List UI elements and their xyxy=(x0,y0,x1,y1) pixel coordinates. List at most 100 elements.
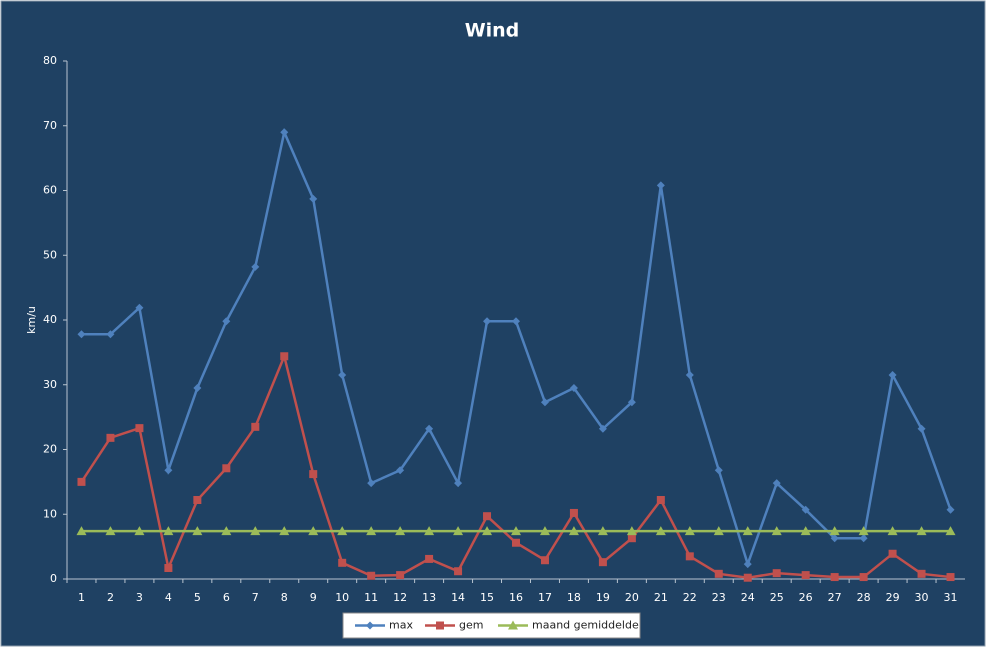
marker xyxy=(425,424,434,433)
marker xyxy=(222,317,231,326)
marker xyxy=(627,398,636,407)
marker xyxy=(164,466,173,475)
marker xyxy=(946,573,955,582)
marker xyxy=(454,567,463,576)
x-tick-label: 3 xyxy=(136,591,143,604)
marker xyxy=(772,479,781,488)
marker xyxy=(801,571,810,580)
marker xyxy=(917,424,926,433)
marker xyxy=(163,526,174,536)
marker xyxy=(280,128,289,137)
marker xyxy=(742,526,753,536)
legend-label: max xyxy=(389,619,413,632)
marker xyxy=(772,569,781,578)
marker xyxy=(540,556,549,565)
marker xyxy=(482,526,493,536)
marker xyxy=(425,554,434,563)
x-tick-label: 13 xyxy=(422,591,436,604)
y-tick-label: 80 xyxy=(43,54,57,67)
y-tick-label: 20 xyxy=(43,443,57,456)
marker xyxy=(598,424,607,433)
marker xyxy=(743,573,752,582)
marker xyxy=(193,496,202,505)
marker xyxy=(77,330,86,339)
legend-label: gem xyxy=(459,619,483,632)
marker xyxy=(597,526,608,536)
marker xyxy=(105,526,116,536)
marker xyxy=(714,569,723,578)
marker xyxy=(222,464,231,473)
marker xyxy=(800,526,811,536)
marker xyxy=(436,621,444,630)
chart-title: Wind xyxy=(465,20,520,42)
marker xyxy=(424,526,435,536)
marker xyxy=(771,526,782,536)
marker xyxy=(511,526,521,536)
x-tick-label: 28 xyxy=(857,591,871,604)
x-tick-label: 16 xyxy=(509,591,523,604)
x-tick-label: 2 xyxy=(107,591,114,604)
marker xyxy=(887,526,898,536)
marker xyxy=(858,526,869,536)
marker xyxy=(135,303,144,312)
x-tick-label: 11 xyxy=(364,591,378,604)
y-axis-label: km/u xyxy=(25,306,38,334)
marker xyxy=(106,330,115,339)
x-tick-label: 30 xyxy=(915,591,929,604)
marker xyxy=(626,526,637,536)
marker xyxy=(308,526,319,536)
marker xyxy=(279,526,290,536)
marker xyxy=(829,526,840,536)
marker xyxy=(366,621,374,630)
x-tick-label: 29 xyxy=(886,591,900,604)
marker xyxy=(684,526,695,536)
x-tick-label: 22 xyxy=(683,591,697,604)
x-tick-label: 23 xyxy=(712,591,726,604)
marker xyxy=(917,569,926,578)
x-tick-label: 31 xyxy=(944,591,958,604)
marker xyxy=(106,433,115,442)
marker xyxy=(656,181,665,190)
marker xyxy=(135,424,144,433)
marker xyxy=(76,526,87,536)
marker xyxy=(338,558,347,567)
marker xyxy=(685,552,694,561)
marker xyxy=(830,534,839,543)
x-tick-label: 14 xyxy=(451,591,465,604)
marker xyxy=(508,620,518,630)
marker xyxy=(945,526,956,536)
marker xyxy=(568,526,579,536)
marker xyxy=(888,371,897,380)
marker xyxy=(250,526,261,536)
x-tick-label: 7 xyxy=(252,591,259,604)
y-tick-label: 10 xyxy=(43,507,57,520)
x-tick-label: 10 xyxy=(335,591,349,604)
y-tick-label: 70 xyxy=(43,119,57,132)
marker xyxy=(916,526,927,536)
marker xyxy=(743,560,752,569)
x-tick-label: 6 xyxy=(223,591,230,604)
marker xyxy=(830,573,839,582)
x-tick-label: 15 xyxy=(480,591,494,604)
marker xyxy=(801,505,810,514)
marker xyxy=(539,526,550,536)
y-tick-label: 30 xyxy=(43,378,57,391)
marker xyxy=(569,508,578,517)
y-tick-label: 50 xyxy=(43,248,57,261)
marker xyxy=(366,526,377,536)
marker xyxy=(221,526,232,536)
marker xyxy=(309,194,318,203)
marker xyxy=(251,262,260,271)
y-tick-label: 40 xyxy=(43,313,57,326)
marker xyxy=(656,496,665,505)
x-tick-label: 17 xyxy=(538,591,552,604)
x-tick-label: 20 xyxy=(625,591,639,604)
y-tick-label: 60 xyxy=(43,184,57,197)
x-tick-label: 4 xyxy=(165,591,172,604)
marker xyxy=(337,526,348,536)
x-tick-label: 26 xyxy=(799,591,813,604)
marker xyxy=(193,383,202,392)
x-tick-label: 27 xyxy=(828,591,842,604)
